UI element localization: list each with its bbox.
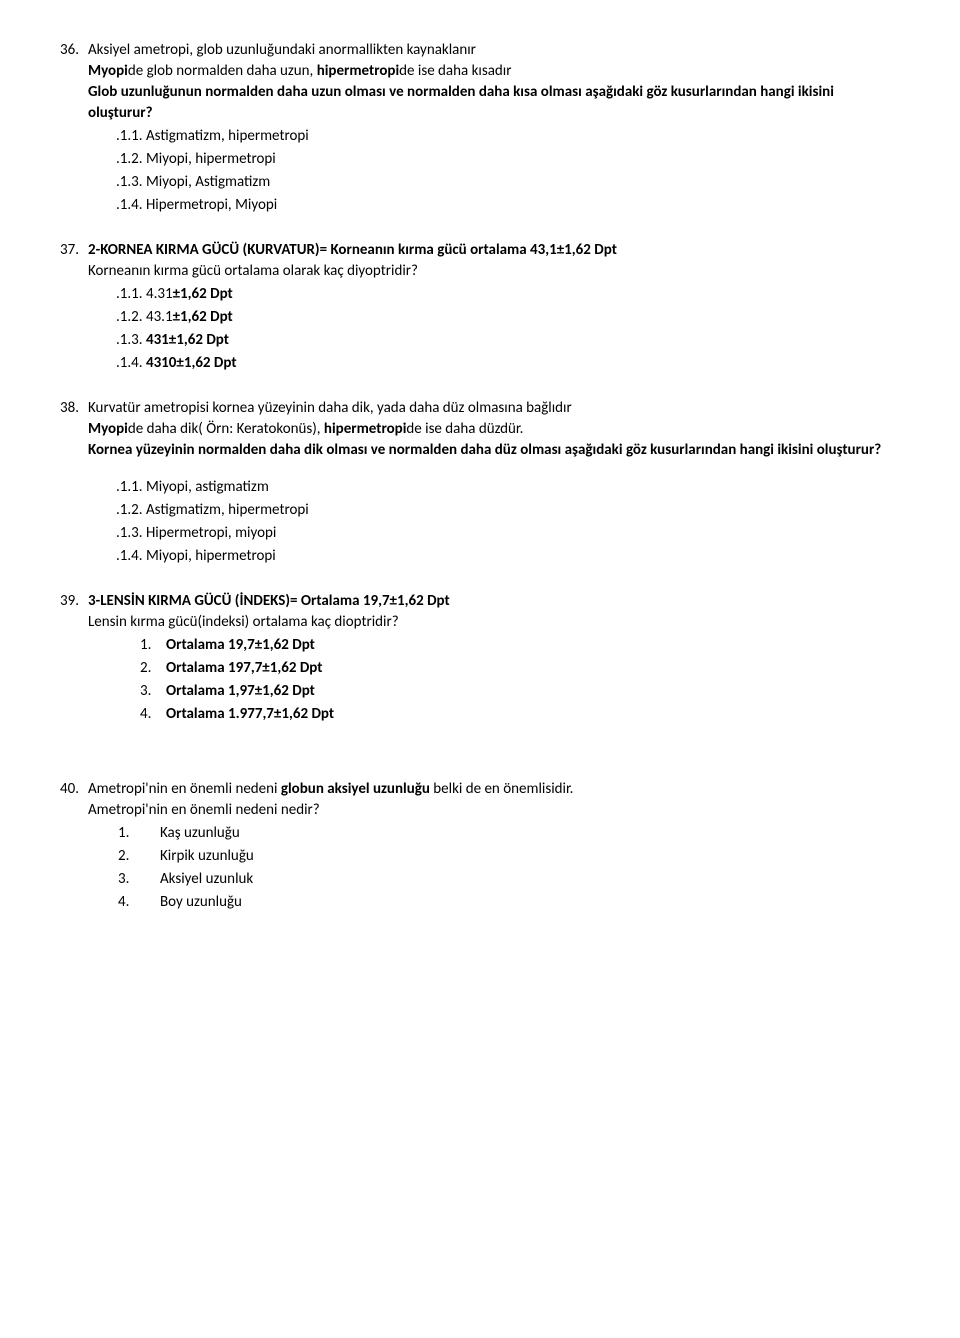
bold-text: ±1,62 Dpt [173,308,233,326]
bold-text: Ortalama 1.977,7±1,62 Dpt [166,704,334,725]
option-text: Kirpik uzunluğu [160,846,254,867]
bold-text: Myopi [88,62,128,80]
question-body: Ametropi'nin en önemli nedeni globun aks… [88,779,900,800]
text: de ise daha düzdür. [406,420,523,438]
option: .1.4. Hipermetropi, Miyopi [116,195,900,216]
bold-text: ±1,62 Dpt [173,285,233,303]
text: de daha dik( Örn: Keratokonüs), [128,420,324,438]
question-number: 37. [60,240,88,261]
question-text: 37. 2-KORNEA KIRMA GÜCÜ (KURVATUR)= Korn… [60,240,900,261]
option-num: .1.3. [116,331,143,349]
option-text: Aksiyel uzunluk [160,869,253,890]
question-body: Aksiyel ametropi, glob uzunluğundaki ano… [88,40,900,124]
text-line: Kurvatür ametropisi kornea yüzeyinin dah… [88,399,572,417]
text: de ise daha kısadır [399,62,511,80]
option: .1.2. 43.1±1,62 Dpt [116,307,900,328]
option-num: 3. [140,681,166,702]
question-number: 38. [60,398,88,461]
options-list: 1.Ortalama 19,7±1,62 Dpt 2.Ortalama 197,… [60,635,900,725]
option: 4.Ortalama 1.977,7±1,62 Dpt [140,704,900,725]
question-subtext: Korneanın kırma gücü ortalama olarak kaç… [60,261,900,282]
option: .1.2. Miyopi, hipermetropi [116,149,900,170]
bold-text: Ortalama 19,7±1,62 Dpt [166,635,315,656]
option-num: .1.1. [116,285,143,303]
options-list: 1.Kaş uzunluğu 2.Kirpik uzunluğu 3.Aksiy… [60,823,900,913]
bold-text: 2-KORNEA KIRMA GÜCÜ (KURVATUR)= Korneanı… [88,241,617,259]
question-40: 40. Ametropi'nin en önemli nedeni globun… [60,779,900,913]
bold-text: Ortalama 197,7±1,62 Dpt [166,658,322,679]
option: .1.4. 4310±1,62 Dpt [116,353,900,374]
question-body: Kurvatür ametropisi kornea yüzeyinin dah… [88,398,900,461]
text: de glob normalden daha uzun, [128,62,317,80]
question-text: 40. Ametropi'nin en önemli nedeni globun… [60,779,900,800]
bold-text: hipermetropi [317,62,399,80]
option: 4.Boy uzunluğu [118,892,900,913]
question-number: 39. [60,591,88,612]
bold-text: Glob uzunluğunun normalden daha uzun olm… [88,83,834,122]
question-text: 39. 3-LENSİN KIRMA GÜCÜ (İNDEKS)= Ortala… [60,591,900,612]
option: 3.Ortalama 1,97±1,62 Dpt [140,681,900,702]
option-num: 1. [140,635,166,656]
text: belki de en önemlisidir. [430,780,574,798]
text-line: Aksiyel ametropi, glob uzunluğundaki ano… [88,41,476,59]
option: 3.Aksiyel uzunluk [118,869,900,890]
option-num: 1. [118,823,160,844]
option: .1.4. Miyopi, hipermetropi [116,546,900,567]
option-num: .1.2. [116,308,143,326]
option-num: 4. [140,704,166,725]
option: .1.1. Miyopi, astigmatizm [116,477,900,498]
options-list: .1.1. Miyopi, astigmatizm .1.2. Astigmat… [60,477,900,567]
option: 2.Kirpik uzunluğu [118,846,900,867]
option-num: 4. [118,892,160,913]
option: 1.Kaş uzunluğu [118,823,900,844]
option-text: 43.1 [143,308,173,326]
bold-text: hipermetropi [324,420,406,438]
question-subtext: Ametropi'nin en önemli nedeni nedir? [60,800,900,821]
option: .1.3. Hipermetropi, miyopi [116,523,900,544]
option-num: 2. [118,846,160,867]
text: Ametropi'nin en önemli nedeni [88,780,281,798]
option: 1.Ortalama 19,7±1,62 Dpt [140,635,900,656]
bold-text: 3-LENSİN KIRMA GÜCÜ (İNDEKS)= Ortalama 1… [88,592,450,610]
option-num: 2. [140,658,166,679]
option: .1.3. Miyopi, Astigmatizm [116,172,900,193]
bold-text: 4310±1,62 Dpt [143,354,237,372]
question-37: 37. 2-KORNEA KIRMA GÜCÜ (KURVATUR)= Korn… [60,240,900,374]
bold-text: globun aksiyel uzunluğu [281,780,430,798]
bold-text: Ortalama 1,97±1,62 Dpt [166,681,315,702]
question-subtext: Lensin kırma gücü(indeksi) ortalama kaç … [60,612,900,633]
options-list: .1.1. Astigmatizm, hipermetropi .1.2. Mi… [60,126,900,216]
question-38: 38. Kurvatür ametropisi kornea yüzeyinin… [60,398,900,567]
option-text: Kaş uzunluğu [160,823,240,844]
option: .1.1. 4.31±1,62 Dpt [116,284,900,305]
question-number: 40. [60,779,88,800]
bold-text: Kornea yüzeyinin normalden daha dik olma… [88,441,881,459]
option: .1.1. Astigmatizm, hipermetropi [116,126,900,147]
bold-text: Myopi [88,420,128,438]
option-text: Boy uzunluğu [160,892,242,913]
question-text: 38. Kurvatür ametropisi kornea yüzeyinin… [60,398,900,461]
question-body: 3-LENSİN KIRMA GÜCÜ (İNDEKS)= Ortalama 1… [88,591,900,612]
option: .1.2. Astigmatizm, hipermetropi [116,500,900,521]
option: 2.Ortalama 197,7±1,62 Dpt [140,658,900,679]
options-list: .1.1. 4.31±1,62 Dpt .1.2. 43.1±1,62 Dpt … [60,284,900,374]
question-39: 39. 3-LENSİN KIRMA GÜCÜ (İNDEKS)= Ortala… [60,591,900,725]
option: .1.3. 431±1,62 Dpt [116,330,900,351]
option-text: 4.31 [143,285,173,303]
option-num: 3. [118,869,160,890]
question-body: 2-KORNEA KIRMA GÜCÜ (KURVATUR)= Korneanı… [88,240,900,261]
bold-text: 431±1,62 Dpt [143,331,229,349]
question-36: 36. Aksiyel ametropi, glob uzunluğundaki… [60,40,900,216]
question-number: 36. [60,40,88,124]
question-text: 36. Aksiyel ametropi, glob uzunluğundaki… [60,40,900,124]
option-num: .1.4. [116,354,143,372]
